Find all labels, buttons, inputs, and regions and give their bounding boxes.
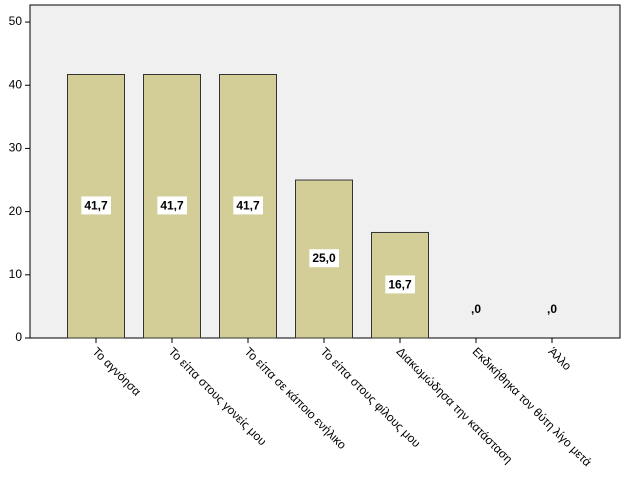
y-tick-label: 10: [9, 267, 23, 281]
bar: [371, 231, 429, 339]
y-tick-label: 20: [9, 204, 23, 218]
x-tick-label: Εκδικήθηκα τον θύτη λίγο μετά: [470, 344, 595, 469]
y-tick-label: 50: [9, 14, 23, 28]
value-label: 41,7: [236, 198, 260, 212]
value-label: ,0: [547, 302, 557, 316]
y-tick-label: 0: [15, 330, 22, 344]
y-tick-label: 30: [9, 141, 23, 155]
value-label: ,0: [471, 302, 481, 316]
value-label: 16,7: [388, 277, 412, 291]
y-tick-label: 40: [9, 77, 23, 91]
value-label-box: [233, 196, 264, 215]
x-tick-label: Άλλο: [546, 344, 575, 373]
value-label: 25,0: [312, 251, 336, 265]
value-label-box: [309, 249, 340, 268]
value-label-box: [385, 275, 416, 294]
x-tick-label: Το αγνόησα: [90, 344, 144, 398]
value-label: 41,7: [160, 198, 184, 212]
value-label-box: [157, 196, 188, 215]
value-label-box: [81, 196, 112, 215]
value-label: 41,7: [84, 198, 108, 212]
